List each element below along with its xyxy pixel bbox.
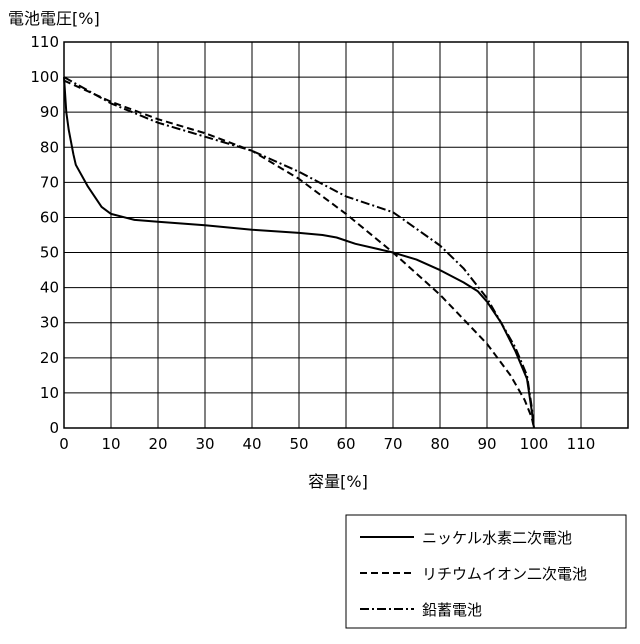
y-tick-label: 110 — [30, 33, 59, 51]
x-tick-label: 100 — [520, 435, 549, 453]
x-tick-label: 20 — [148, 435, 167, 453]
y-tick-label: 20 — [40, 349, 59, 367]
y-axis-title: 電池電圧[%] — [8, 9, 100, 28]
legend-label: リチウムイオン二次電池 — [422, 565, 587, 583]
y-tick-label: 90 — [40, 103, 59, 121]
y-tick-label: 40 — [40, 279, 59, 297]
y-tick-label: 10 — [40, 384, 59, 402]
y-tick-label: 80 — [40, 138, 59, 156]
x-tick-label: 80 — [430, 435, 449, 453]
y-tick-label: 0 — [49, 419, 59, 437]
x-axis-title: 容量[%] — [308, 472, 368, 491]
y-tick-label: 70 — [40, 173, 59, 191]
y-tick-label: 50 — [40, 244, 59, 262]
x-tick-label: 70 — [383, 435, 402, 453]
y-tick-label: 60 — [40, 208, 59, 226]
x-tick-label: 110 — [567, 435, 596, 453]
x-tick-label: 50 — [289, 435, 308, 453]
y-tick-label: 30 — [40, 314, 59, 332]
legend: ニッケル水素二次電池リチウムイオン二次電池鉛蓄電池 — [346, 515, 626, 628]
ticks-layer: 0 10 20 30 40 50 60 70 80 90 100 110 0 10 20 30 40 50 60 70… — [30, 33, 595, 453]
x-tick-label: 90 — [477, 435, 496, 453]
y-tick-label: 100 — [30, 68, 59, 86]
x-tick-label: 30 — [195, 435, 214, 453]
x-tick-label: 10 — [101, 435, 120, 453]
x-tick-label: 60 — [336, 435, 355, 453]
x-tick-label: 0 — [59, 435, 69, 453]
legend-label: 鉛蓄電池 — [422, 601, 482, 619]
legend-label: ニッケル水素二次電池 — [422, 529, 572, 547]
grid-layer — [64, 42, 628, 428]
x-tick-label: 40 — [242, 435, 261, 453]
